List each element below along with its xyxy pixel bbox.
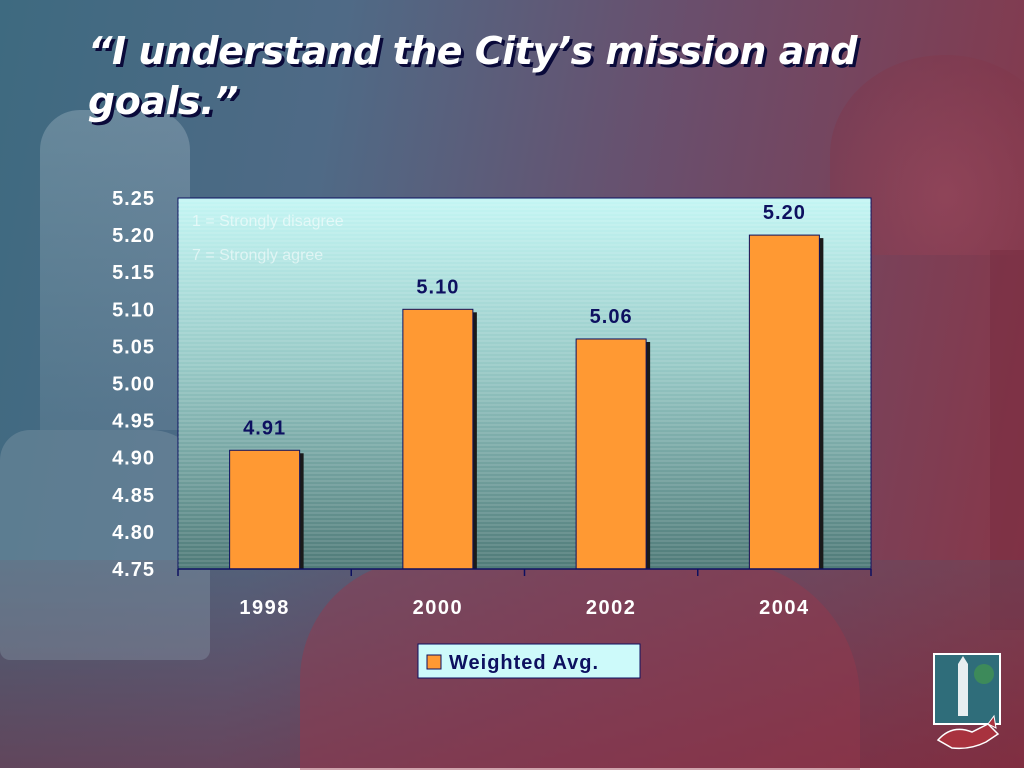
y-tick-label: 4.85 bbox=[112, 485, 155, 507]
bar-2002 bbox=[575, 338, 647, 570]
legend-swatch bbox=[426, 654, 442, 670]
bar-1998 bbox=[229, 449, 301, 570]
legend-label: Weighted Avg. bbox=[449, 652, 599, 674]
y-tick-label: 5.00 bbox=[112, 374, 155, 396]
data-label-2004: 5.20 bbox=[763, 202, 806, 224]
data-label-2002: 5.06 bbox=[590, 306, 633, 328]
y-tick-label: 4.75 bbox=[112, 559, 155, 581]
background-tower bbox=[40, 110, 190, 430]
x-tick-label-2004: 2004 bbox=[759, 597, 810, 619]
y-tick-label: 4.80 bbox=[112, 522, 155, 544]
y-tick-label: 5.10 bbox=[112, 299, 155, 321]
scale-note-disagree: 1 = Strongly disagree bbox=[192, 213, 344, 230]
y-tick-label: 4.90 bbox=[112, 448, 155, 470]
legend-box bbox=[417, 643, 641, 679]
bar-2004 bbox=[748, 234, 820, 570]
background-car bbox=[0, 430, 210, 660]
scale-note-agree: 7 = Strongly agree bbox=[192, 247, 323, 264]
y-tick-label: 5.15 bbox=[112, 262, 155, 284]
data-label-2000: 5.10 bbox=[416, 276, 459, 298]
y-tick-label: 5.25 bbox=[112, 188, 155, 210]
bar-2000 bbox=[402, 308, 474, 570]
x-tick-label-2002: 2002 bbox=[586, 597, 637, 619]
data-label-1998: 4.91 bbox=[243, 417, 286, 439]
city-logo bbox=[933, 653, 1001, 750]
slide-title: “I understand the City’s mission and goa… bbox=[88, 29, 858, 123]
y-tick-label: 5.20 bbox=[112, 225, 155, 247]
x-tick-label-2000: 2000 bbox=[413, 597, 464, 619]
x-tick-label-1998: 1998 bbox=[239, 597, 290, 619]
y-tick-label: 5.05 bbox=[112, 336, 155, 358]
y-tick-label: 4.95 bbox=[112, 411, 155, 433]
